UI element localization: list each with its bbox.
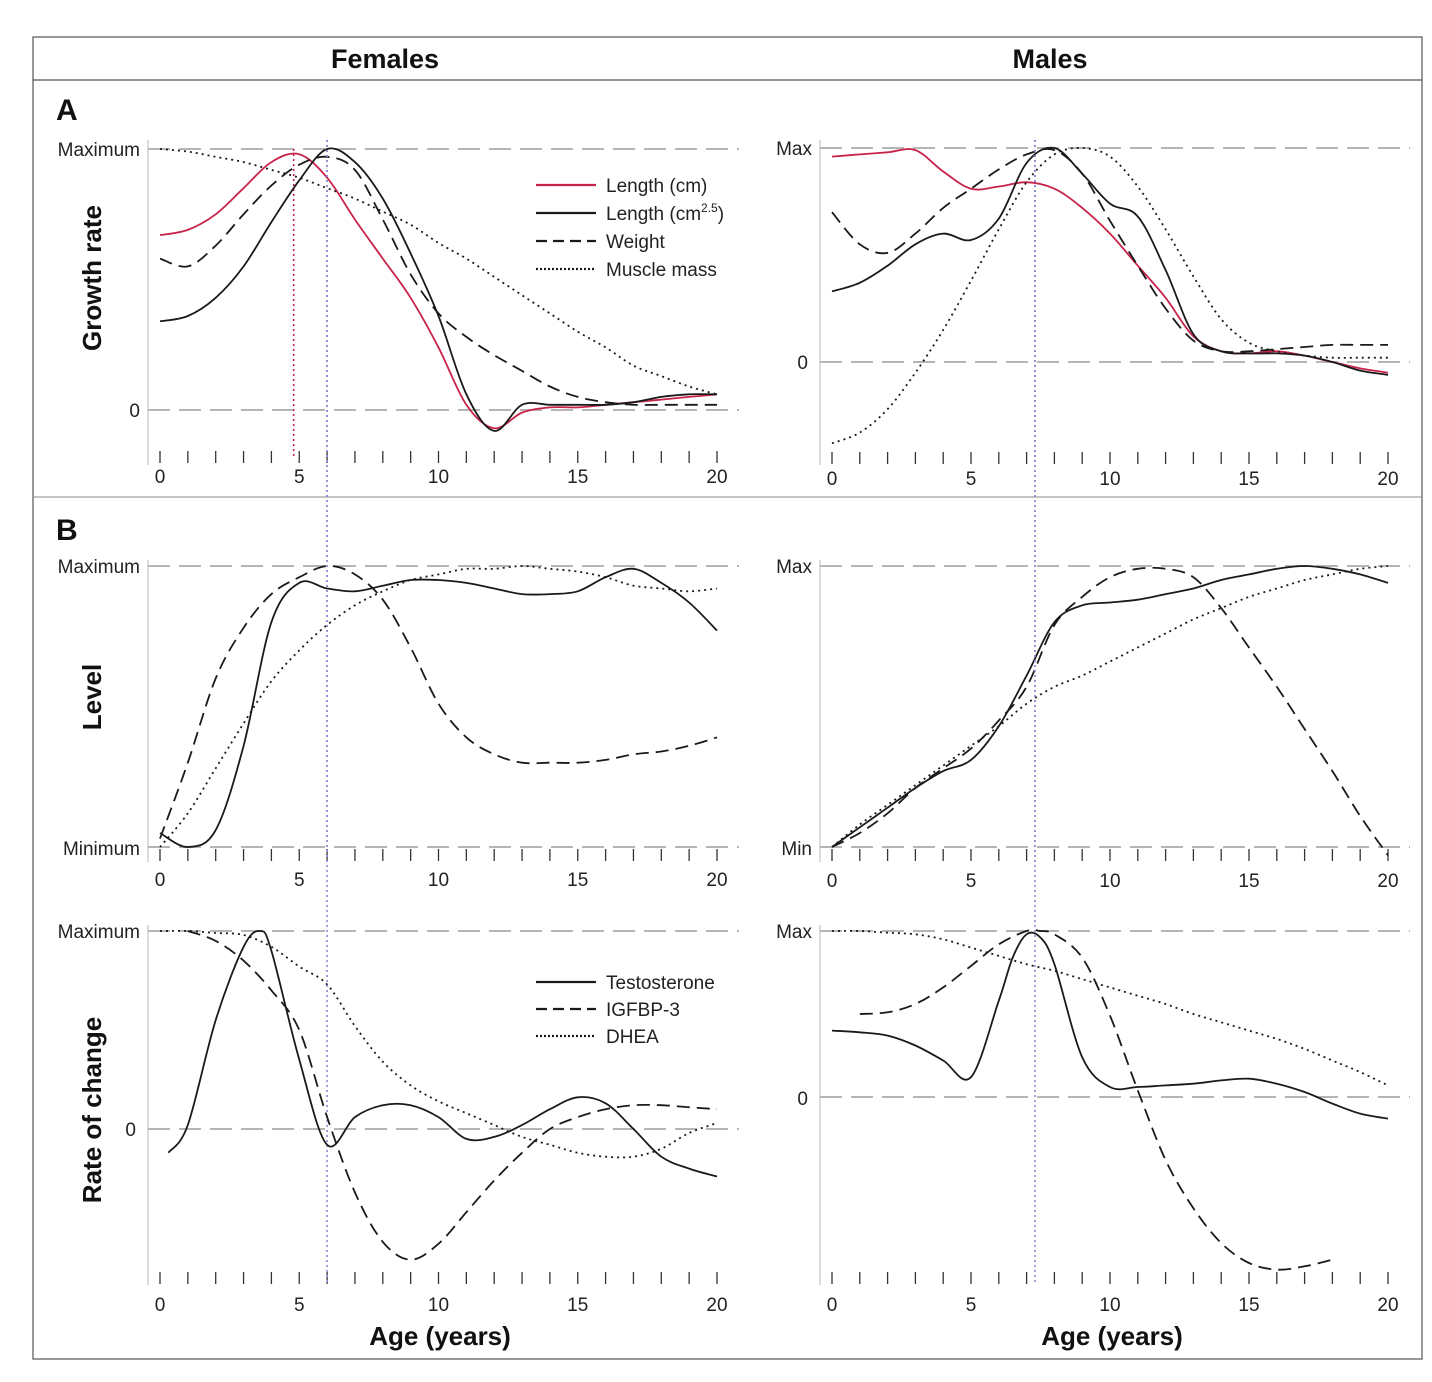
series-line-muscle-mass <box>159 148 718 396</box>
x-tick-label: 5 <box>966 1295 977 1316</box>
header-males: Males <box>1012 44 1087 74</box>
level-label-males-rate-max: Max <box>776 922 812 943</box>
chart-males-growth-rate: 0 5 10 15 20 <box>819 140 1410 490</box>
x-tick-label: 0 <box>827 871 838 892</box>
series-line-dhea <box>831 929 1389 1087</box>
x-tick-label: 5 <box>294 870 305 891</box>
x-tick-label: 20 <box>706 467 727 488</box>
figure-frame <box>32 36 1423 1360</box>
x-tick-label: 15 <box>1238 871 1259 892</box>
x-tick-label: 20 <box>1377 1295 1398 1316</box>
x-tick-label: 0 <box>155 870 166 891</box>
chart-females-rate-of-change: 0 5 10 15 20 Testosterone IGFBP-3 DHEA <box>147 140 739 1316</box>
legend-label: Muscle mass <box>606 260 717 281</box>
legend-label: DHEA <box>606 1027 659 1048</box>
x-tick-label: 5 <box>966 469 977 490</box>
series-line-testosterone <box>159 567 718 848</box>
x-axis-title-females: Age (years) <box>369 1321 511 1351</box>
series-line-weight <box>831 148 1388 354</box>
series-line-length-cm2-5- <box>159 147 718 432</box>
x-tick-label: 5 <box>294 1295 305 1316</box>
x-tick-label: 0 <box>155 467 166 488</box>
x-tick-label: 10 <box>1099 871 1120 892</box>
level-label-males-rate-zero: 0 <box>797 1089 808 1110</box>
x-tick-label: 5 <box>294 467 305 488</box>
chart-females-growth-rate: 0 5 10 15 20 Length (cm) Length (cm2.5) Weight M… <box>147 140 739 488</box>
legend-label: IGFBP-3 <box>606 1000 680 1021</box>
legend-superscript: 2.5 <box>701 201 718 215</box>
level-label-females-rate-max: Maximum <box>58 922 140 943</box>
x-tick-label: 20 <box>706 870 727 891</box>
x-tick-label: 5 <box>966 871 977 892</box>
series-line-testosterone <box>831 565 1389 848</box>
legend-label-tail: ) <box>718 204 724 225</box>
x-tick-label: 15 <box>1238 469 1259 490</box>
level-label-males-level-max: Max <box>776 557 812 578</box>
legend-label: Length (cm2.5) <box>606 201 724 225</box>
panel-label-b: B <box>56 514 78 547</box>
x-tick-label: 20 <box>1377 871 1398 892</box>
x-tick-label: 10 <box>428 467 449 488</box>
x-tick-label: 0 <box>155 1295 166 1316</box>
y-axis-title-rate-of-change: Rate of change <box>77 1017 107 1203</box>
series-line-igfbp-3 <box>831 566 1389 856</box>
legend: Testosterone IGFBP-3 DHEA <box>536 973 715 1048</box>
level-label-females-level-max: Maximum <box>58 557 140 578</box>
panel-label-a: A <box>56 94 78 127</box>
x-tick-label: 10 <box>1099 469 1120 490</box>
x-tick-label: 10 <box>1099 1295 1120 1316</box>
series-line-weight <box>159 155 717 406</box>
x-tick-label: 10 <box>428 870 449 891</box>
x-tick-label: 15 <box>567 870 588 891</box>
y-axis-title-growth-rate: Growth rate <box>77 205 107 351</box>
x-tick-label: 0 <box>827 469 838 490</box>
level-label-females-growth-zero: 0 <box>129 401 140 422</box>
chart-males-level: 0 5 10 15 20 <box>819 140 1410 892</box>
x-tick-label: 20 <box>706 1295 727 1316</box>
series-line-dhea <box>159 565 718 848</box>
series-line-length-cm2-5- <box>831 146 1389 376</box>
series-line-testosterone <box>831 931 1389 1120</box>
series-line-dhea <box>831 565 1389 848</box>
level-label-females-growth-max: Maximum <box>58 140 140 161</box>
series-line-igfbp-3 <box>187 930 718 1261</box>
x-tick-label: 15 <box>1238 1295 1259 1316</box>
level-label-males-growth-max: Max <box>776 139 812 160</box>
chart-females-level: 0 5 10 15 20 <box>147 140 739 891</box>
level-label-females-level-min: Minimum <box>63 839 140 860</box>
series-line-muscle-mass <box>831 147 1389 445</box>
x-tick-label: 10 <box>428 1295 449 1316</box>
x-tick-label: 0 <box>827 1295 838 1316</box>
level-label-males-growth-zero: 0 <box>797 353 808 374</box>
legend-label: Length (cm) <box>606 176 707 197</box>
x-axis-title-males: Age (years) <box>1041 1321 1183 1351</box>
series-line-igfbp-3 <box>159 565 718 839</box>
header-females: Females <box>331 44 439 74</box>
legend-label: Testosterone <box>606 973 715 994</box>
y-axis-title-level: Level <box>77 664 107 731</box>
chart-males-rate-of-change: 0 5 10 15 20 <box>819 140 1410 1316</box>
level-label-males-level-min: Min <box>781 839 812 860</box>
x-tick-label: 15 <box>567 467 588 488</box>
legend: Length (cm) Length (cm2.5) Weight Muscle ma… <box>536 176 724 281</box>
x-tick-label: 20 <box>1377 469 1398 490</box>
level-label-females-rate-zero: 0 <box>125 1120 136 1141</box>
series-line-testosterone <box>167 929 718 1178</box>
series-line-igfbp-3 <box>859 928 1333 1271</box>
series-line-length-cm- <box>831 148 1389 374</box>
x-tick-label: 15 <box>567 1295 588 1316</box>
legend-label: Weight <box>606 232 666 253</box>
